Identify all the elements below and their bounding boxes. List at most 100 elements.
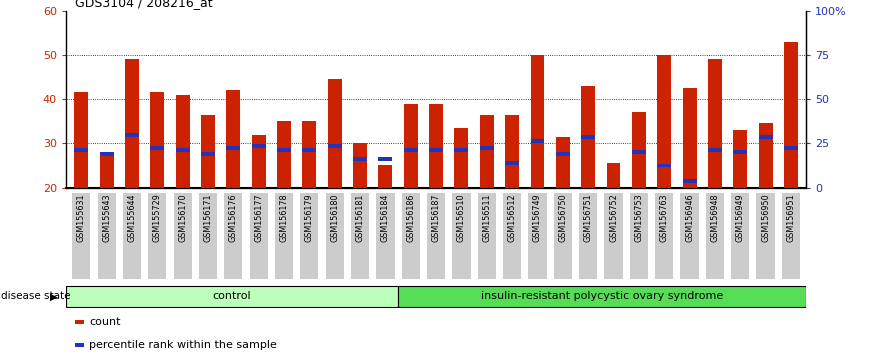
Bar bbox=[759, 135, 773, 139]
FancyBboxPatch shape bbox=[122, 193, 141, 279]
Bar bbox=[379, 166, 392, 188]
FancyBboxPatch shape bbox=[98, 193, 115, 279]
Text: GSM156946: GSM156946 bbox=[685, 193, 694, 242]
FancyBboxPatch shape bbox=[249, 193, 268, 279]
Text: GSM156171: GSM156171 bbox=[204, 193, 212, 242]
FancyBboxPatch shape bbox=[630, 193, 648, 279]
Bar bbox=[74, 92, 88, 188]
Bar bbox=[733, 150, 747, 154]
Bar bbox=[403, 104, 418, 188]
Text: GSM156176: GSM156176 bbox=[229, 193, 238, 242]
FancyBboxPatch shape bbox=[351, 193, 369, 279]
Bar bbox=[175, 148, 189, 152]
Text: GSM156510: GSM156510 bbox=[457, 193, 466, 242]
FancyBboxPatch shape bbox=[731, 193, 750, 279]
Bar bbox=[100, 154, 114, 188]
Text: GSM156178: GSM156178 bbox=[279, 193, 289, 242]
Bar bbox=[606, 194, 620, 199]
Bar bbox=[379, 157, 392, 161]
Bar bbox=[353, 157, 367, 161]
Bar bbox=[252, 144, 266, 148]
FancyBboxPatch shape bbox=[275, 193, 293, 279]
Text: GSM156763: GSM156763 bbox=[660, 193, 669, 242]
Bar bbox=[429, 104, 443, 188]
Text: GSM156184: GSM156184 bbox=[381, 193, 390, 242]
FancyBboxPatch shape bbox=[376, 193, 395, 279]
FancyBboxPatch shape bbox=[148, 193, 167, 279]
Bar bbox=[683, 179, 697, 183]
Bar bbox=[657, 164, 671, 167]
Text: GSM156180: GSM156180 bbox=[330, 193, 339, 242]
Text: percentile rank within the sample: percentile rank within the sample bbox=[89, 340, 277, 350]
FancyBboxPatch shape bbox=[579, 193, 597, 279]
FancyBboxPatch shape bbox=[427, 193, 445, 279]
Text: GSM156951: GSM156951 bbox=[787, 193, 796, 242]
FancyBboxPatch shape bbox=[478, 193, 496, 279]
FancyBboxPatch shape bbox=[398, 286, 806, 307]
Bar bbox=[505, 161, 519, 165]
Bar bbox=[606, 163, 620, 188]
Text: GSM156179: GSM156179 bbox=[305, 193, 314, 242]
Text: GSM156949: GSM156949 bbox=[736, 193, 744, 242]
Text: GSM155643: GSM155643 bbox=[102, 193, 111, 242]
FancyBboxPatch shape bbox=[72, 193, 91, 279]
Text: GSM155729: GSM155729 bbox=[152, 193, 162, 242]
Bar bbox=[556, 153, 570, 156]
Bar bbox=[657, 55, 671, 188]
Text: GSM156752: GSM156752 bbox=[609, 193, 618, 242]
Text: GSM156170: GSM156170 bbox=[178, 193, 187, 242]
FancyBboxPatch shape bbox=[402, 193, 420, 279]
Bar bbox=[125, 59, 139, 188]
Text: GSM155644: GSM155644 bbox=[128, 193, 137, 242]
Text: GSM156187: GSM156187 bbox=[432, 193, 440, 242]
Bar bbox=[429, 148, 443, 152]
FancyBboxPatch shape bbox=[757, 193, 774, 279]
Text: disease state: disease state bbox=[1, 291, 70, 302]
Bar bbox=[252, 135, 266, 188]
Bar bbox=[455, 128, 469, 188]
Text: GSM156181: GSM156181 bbox=[356, 193, 365, 242]
Bar bbox=[226, 90, 241, 188]
Bar bbox=[277, 121, 291, 188]
Text: GSM156186: GSM156186 bbox=[406, 193, 415, 242]
Bar bbox=[480, 146, 493, 150]
FancyBboxPatch shape bbox=[655, 193, 673, 279]
Bar bbox=[480, 115, 493, 188]
Bar bbox=[708, 148, 722, 152]
Bar bbox=[403, 148, 418, 152]
Bar bbox=[74, 148, 88, 152]
Bar bbox=[530, 55, 544, 188]
FancyBboxPatch shape bbox=[66, 286, 398, 307]
Bar bbox=[100, 153, 114, 156]
Text: count: count bbox=[89, 317, 121, 327]
FancyBboxPatch shape bbox=[680, 193, 699, 279]
Bar bbox=[733, 130, 747, 188]
Text: GSM156750: GSM156750 bbox=[559, 193, 567, 242]
FancyBboxPatch shape bbox=[174, 193, 192, 279]
FancyBboxPatch shape bbox=[529, 193, 546, 279]
Text: GSM156511: GSM156511 bbox=[482, 193, 492, 242]
Bar bbox=[505, 115, 519, 188]
Bar bbox=[302, 121, 316, 188]
Bar bbox=[226, 146, 241, 150]
Text: GSM156749: GSM156749 bbox=[533, 193, 542, 242]
Bar bbox=[708, 59, 722, 188]
FancyBboxPatch shape bbox=[706, 193, 724, 279]
Bar bbox=[683, 88, 697, 188]
FancyBboxPatch shape bbox=[225, 193, 242, 279]
FancyBboxPatch shape bbox=[326, 193, 344, 279]
Bar bbox=[201, 153, 215, 156]
Bar bbox=[353, 143, 367, 188]
Bar bbox=[556, 137, 570, 188]
Bar bbox=[632, 113, 646, 188]
Text: GSM156751: GSM156751 bbox=[583, 193, 593, 242]
Bar bbox=[151, 146, 164, 150]
FancyBboxPatch shape bbox=[199, 193, 217, 279]
Text: GDS3104 / 208216_at: GDS3104 / 208216_at bbox=[75, 0, 212, 9]
Text: GSM156177: GSM156177 bbox=[255, 193, 263, 242]
Text: GSM155631: GSM155631 bbox=[77, 193, 85, 242]
FancyBboxPatch shape bbox=[604, 193, 623, 279]
Bar bbox=[581, 86, 596, 188]
Bar bbox=[201, 115, 215, 188]
Bar bbox=[125, 132, 139, 137]
